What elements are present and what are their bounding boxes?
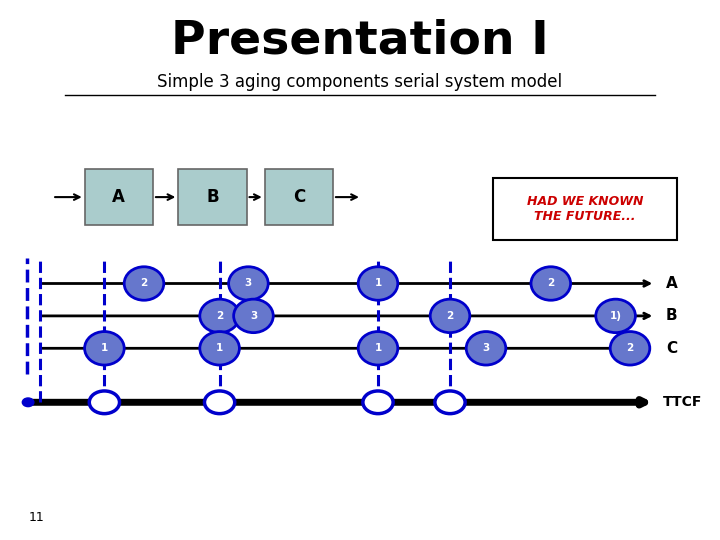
Text: A: A	[112, 188, 125, 206]
Text: 1: 1	[374, 279, 382, 288]
Text: 2: 2	[547, 279, 554, 288]
Circle shape	[363, 391, 393, 414]
Text: TTCF: TTCF	[662, 395, 702, 409]
FancyBboxPatch shape	[493, 178, 677, 240]
Text: 2: 2	[626, 343, 634, 353]
Text: 3: 3	[482, 343, 490, 353]
Ellipse shape	[359, 267, 397, 300]
Ellipse shape	[85, 332, 124, 365]
Text: 1: 1	[216, 343, 223, 353]
Text: 3: 3	[245, 279, 252, 288]
Text: 1): 1)	[610, 311, 621, 321]
Ellipse shape	[199, 332, 239, 365]
Text: A: A	[666, 276, 678, 291]
FancyBboxPatch shape	[179, 168, 246, 226]
Ellipse shape	[359, 332, 397, 365]
Text: 2: 2	[216, 311, 223, 321]
Text: HAD WE KNOWN
THE FUTURE...: HAD WE KNOWN THE FUTURE...	[527, 195, 643, 223]
Ellipse shape	[431, 299, 470, 333]
Circle shape	[435, 391, 465, 414]
Ellipse shape	[467, 332, 506, 365]
Circle shape	[22, 398, 34, 407]
Ellipse shape	[531, 267, 570, 300]
Text: Presentation I: Presentation I	[171, 19, 549, 64]
Text: 11: 11	[29, 511, 45, 524]
Text: C: C	[666, 341, 677, 356]
Text: B: B	[666, 308, 678, 323]
Text: 2: 2	[446, 311, 454, 321]
FancyBboxPatch shape	[85, 168, 153, 226]
Ellipse shape	[199, 299, 239, 333]
Ellipse shape	[611, 332, 649, 365]
Ellipse shape	[596, 299, 635, 333]
Text: 3: 3	[250, 311, 257, 321]
Text: 2: 2	[140, 279, 148, 288]
Circle shape	[204, 391, 235, 414]
Text: C: C	[292, 188, 305, 206]
Text: B: B	[206, 188, 219, 206]
Circle shape	[89, 391, 120, 414]
FancyBboxPatch shape	[265, 168, 333, 226]
Ellipse shape	[233, 299, 274, 333]
Text: 1: 1	[101, 343, 108, 353]
Ellipse shape	[125, 267, 164, 300]
Ellipse shape	[228, 267, 268, 300]
Text: Simple 3 aging components serial system model: Simple 3 aging components serial system …	[158, 73, 562, 91]
Text: 1: 1	[374, 343, 382, 353]
